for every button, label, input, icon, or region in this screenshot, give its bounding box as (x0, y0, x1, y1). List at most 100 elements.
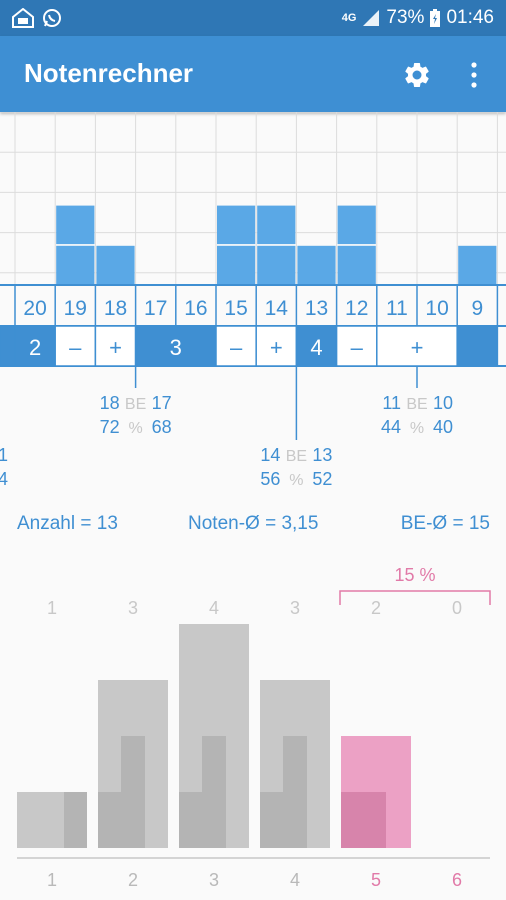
grade-count-label: 4 (209, 598, 219, 618)
threshold-pct-unit: % (128, 420, 142, 437)
signal-icon (363, 10, 380, 26)
threshold-pct-unit: % (289, 472, 303, 489)
gear-icon[interactable] (402, 60, 432, 90)
grade-cell (215, 325, 257, 367)
threshold-be-unit: BE (406, 396, 427, 413)
grade-category-label: 3 (209, 870, 219, 888)
threshold-be-left: 11 (382, 393, 401, 413)
grade-category-label: 2 (128, 870, 138, 888)
app-title: Notenrechner (24, 58, 194, 88)
threshold-pct-left: 72 (100, 417, 120, 437)
grade-count-label: 0 (452, 598, 462, 618)
threshold-pct-left: 56 (260, 469, 280, 489)
grade-category-label: 4 (290, 870, 300, 888)
threshold-be-right: 10 (433, 393, 453, 413)
grade-label: – (230, 335, 243, 360)
grade-count-label: 1 (47, 598, 57, 618)
grade-label: – (69, 335, 82, 360)
be-cell (257, 245, 296, 285)
be-label: 18 (104, 297, 127, 320)
threshold-be-unit: BE (286, 448, 307, 465)
grade-count-label: 2 (371, 598, 381, 618)
be-label: 19 (64, 297, 87, 320)
be-cell (56, 245, 95, 285)
count-stat: Anzahl = 13 (17, 513, 118, 534)
grade-label: – (351, 335, 364, 360)
threshold-pct-right: 40 (433, 417, 453, 437)
threshold-pct-right: 68 (152, 417, 172, 437)
grade-cell (255, 325, 298, 367)
clock: 01:46 (446, 7, 494, 28)
threshold-pct-right: 52 (312, 469, 332, 489)
grade-bar-secondary (341, 792, 386, 848)
grade-category-label: 5 (371, 870, 381, 888)
threshold-pct-unit: % (410, 420, 424, 437)
grade-scale-row[interactable]: 2 – +3 – +4 – + (0, 325, 506, 367)
grade-label: 3 (170, 335, 182, 360)
be-cell (337, 205, 376, 245)
be-cell (217, 245, 256, 285)
be-label: 16 (184, 297, 207, 320)
grade-bar-secondary (64, 792, 87, 848)
grade-cell (376, 325, 458, 367)
grade-bar-secondary (98, 792, 133, 848)
threshold-be-right: 17 (152, 393, 172, 413)
be-scale-row: 120191817161514131211109 (0, 284, 506, 325)
grade-scale-canvas[interactable]: 120191817161514131211109 2–+3–+4–+ 18BE1… (0, 112, 506, 888)
battery-icon (430, 9, 441, 27)
grade-cell (0, 325, 16, 367)
be-label: 14 (265, 297, 289, 320)
fail-percent-label: 15 % (394, 565, 435, 585)
grade-cell (54, 325, 97, 367)
be-cell (56, 205, 95, 245)
grade-cell (456, 325, 499, 367)
grade-distribution-chart: 1 1 3 2 4 3 3 4 2 5 0 6 15 % (17, 565, 491, 888)
be-cell (96, 245, 135, 285)
battery-percent: 73% (386, 7, 425, 28)
threshold-partial-bottom: 4 (0, 469, 8, 489)
threshold-pct-left: 44 (381, 417, 401, 437)
be-label: 10 (425, 297, 448, 320)
be-label: 17 (144, 297, 167, 320)
be-cell (297, 245, 336, 285)
grade-cell (335, 325, 378, 367)
be-label: 9 (471, 297, 483, 320)
be-cell (257, 205, 296, 245)
be-label: 11 (386, 297, 408, 320)
be-histogram (56, 205, 497, 285)
more-vertical-icon[interactable] (466, 60, 482, 90)
threshold-be-left: 18 (100, 393, 120, 413)
be-cell (337, 245, 376, 285)
grade-bar-secondary (179, 792, 214, 848)
be-cell (217, 205, 256, 245)
grade-label: + (411, 335, 424, 360)
grade-label: + (109, 335, 122, 360)
threshold-be-right: 13 (312, 445, 332, 465)
be-label: 12 (345, 297, 368, 320)
grade-count-label: 3 (290, 598, 300, 618)
whatsapp-icon (43, 9, 61, 27)
grade-cell (94, 325, 137, 367)
sim-notification-icon (12, 8, 34, 28)
app-bar: Notenrechner (0, 36, 506, 112)
status-bar: 4G 73% 01:46 (0, 0, 506, 36)
grade-label: + (270, 335, 283, 360)
be-average-stat: BE-Ø = 15 (400, 513, 490, 534)
threshold-partial-top: 1 (0, 445, 8, 465)
be-label: 15 (224, 297, 247, 320)
threshold-be-unit: BE (125, 396, 146, 413)
be-label: 20 (23, 297, 46, 320)
grade-label: 2 (29, 335, 41, 360)
grade-count-label: 3 (128, 598, 138, 618)
grade-bar-secondary (260, 792, 295, 848)
network-type: 4G (341, 12, 357, 24)
fail-bracket (339, 590, 491, 605)
be-label: 13 (305, 297, 328, 320)
grade-category-label: 1 (47, 870, 57, 888)
grade-category-label: 6 (452, 870, 462, 888)
grade-cell (295, 325, 338, 367)
threshold-be-left: 14 (260, 445, 280, 465)
be-cell (458, 245, 497, 285)
grade-average-stat: Noten-Ø = 3,15 (188, 513, 319, 534)
